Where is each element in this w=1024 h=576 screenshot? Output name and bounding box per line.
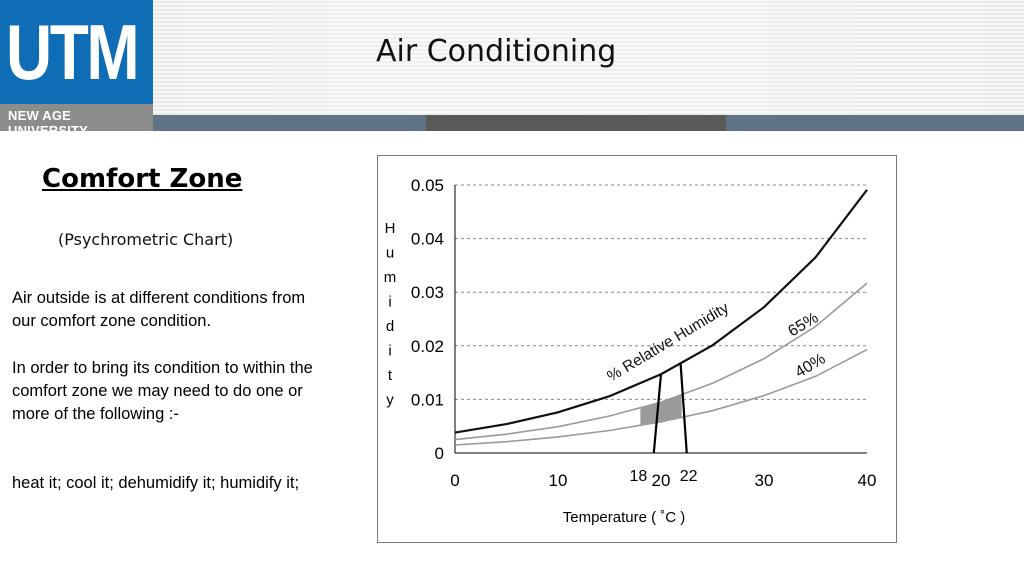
y-tick-label: 0.04 [411, 230, 444, 249]
psychrometric-chart: 0 0.01 0.02 0.03 0.04 0.05 0 10 20 30 40 18 22 % Rela… [384, 176, 877, 526]
slide-title: Air Conditioning [376, 34, 617, 69]
logo-subtitle: NEW AGE UNIVERSITY [8, 108, 89, 138]
y-axis-label-letter: y [386, 392, 394, 409]
header-band-right [726, 115, 1024, 131]
relative-humidity-label: % Relative Humidity [604, 299, 732, 385]
y-axis-label-letter: u [386, 245, 394, 262]
y-axis-label-letter: t [388, 367, 393, 384]
y-tick-label: 0.03 [411, 283, 444, 302]
header-fade [155, 0, 1024, 115]
y-axis-label-letter: i [388, 294, 391, 311]
logo-text: UTM [6, 8, 140, 96]
y-tick-label: 0.02 [411, 337, 444, 356]
temperature-marker-line [679, 363, 688, 454]
section-heading: Comfort Zone [42, 164, 243, 194]
y-tick-label: 0 [435, 444, 444, 463]
x-tick-label: 30 [755, 471, 774, 490]
paragraph-actions: In order to bring its condition to withi… [12, 359, 313, 423]
paragraph-list: heat it; cool it; dehumidify it; humidif… [12, 474, 300, 492]
temperature-marker-label: 18 [630, 468, 648, 485]
header-band-left [153, 115, 426, 131]
temperature-marker-label: 22 [680, 468, 698, 485]
saturation-curve [454, 189, 868, 434]
section-subheading: (Psychrometric Chart) [58, 230, 234, 249]
y-axis-label-letter: m [384, 269, 397, 286]
comfort-zone-area [640, 394, 682, 426]
y-axis-label-letter: H [385, 220, 396, 237]
y-tick-label: 0.05 [411, 176, 444, 195]
x-tick-label: 0 [450, 471, 459, 490]
y-tick-label: 0.01 [411, 390, 444, 409]
x-tick-label: 40 [858, 471, 877, 490]
rh-40-label: 40% [792, 350, 828, 381]
university-logo: UTM NEW AGE UNIVERSITY [0, 0, 153, 138]
rh-65-label: 65% [785, 309, 821, 340]
x-tick-label: 10 [549, 471, 568, 490]
rh-40-curve [454, 348, 868, 446]
header-bar [0, 0, 1024, 131]
x-tick-label: 20 [652, 471, 671, 490]
x-axis-label: Temperature ( ˚C ) [563, 509, 686, 526]
paragraph-intro: Air outside is at different conditions f… [12, 289, 306, 330]
psychrometric-chart-frame: 0 0.01 0.02 0.03 0.04 0.05 0 10 20 30 40 18 22 % Rela… [377, 155, 897, 543]
temperature-marker-line [652, 374, 663, 454]
rh-65-curve [454, 282, 868, 441]
y-axis-label-letter: i [388, 343, 391, 360]
logo-strip [0, 104, 153, 131]
y-axis-label-letter: d [386, 318, 394, 335]
header-band-middle [426, 115, 726, 131]
